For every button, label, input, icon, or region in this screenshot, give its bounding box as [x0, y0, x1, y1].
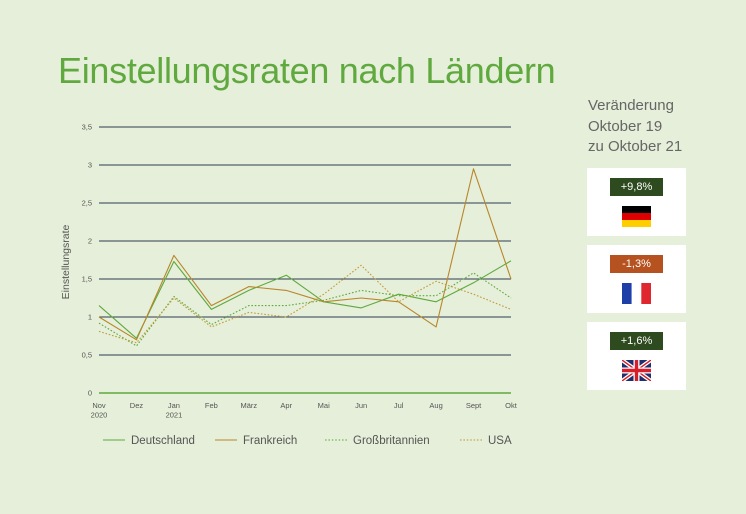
- change-badge: +9,8%: [610, 178, 663, 196]
- legend-label: Frankreich: [243, 435, 297, 447]
- chart-title: Einstellungsraten nach Ländern: [58, 50, 556, 91]
- germany-flag-icon: [622, 206, 651, 227]
- legend: Deutschland Frankreich Großbritannien USA: [103, 435, 512, 447]
- change-card-france: -1,3%: [587, 245, 686, 313]
- x-tick-label: März: [240, 401, 257, 410]
- x-tick-label: Okt: [505, 401, 518, 410]
- uk-flag-icon: [622, 360, 651, 381]
- y-tick-label: 1,5: [82, 275, 92, 284]
- x-tick-label: 2020: [91, 411, 108, 420]
- series-lines: [98, 168, 512, 347]
- change-heading-line: zu Oktober 21: [588, 138, 683, 155]
- x-tick-label: Apr: [280, 401, 292, 410]
- x-tick-label: Jan: [168, 401, 180, 410]
- y-tick-label: 0,5: [82, 351, 92, 360]
- y-tick-label: 2: [88, 237, 92, 246]
- series-line-frankreich: [98, 168, 512, 341]
- x-tick-label: Jun: [355, 401, 367, 410]
- x-tick-label: Nov: [92, 401, 106, 410]
- y-tick-label: 1: [88, 313, 92, 322]
- grid-lines: [99, 126, 511, 394]
- x-tick-label: Jul: [394, 401, 404, 410]
- x-tick-label: Dez: [130, 401, 144, 410]
- change-heading: Veränderung Oktober 19 zu Oktober 21: [588, 96, 708, 158]
- change-badge: -1,3%: [610, 255, 663, 273]
- change-heading-line: Oktober 19: [588, 117, 663, 135]
- y-tick-labels: 0 0,5 1 1,5 2 2,5 3 3,5: [82, 123, 92, 398]
- y-tick-label: 3,5: [82, 123, 92, 132]
- y-tick-label: 2,5: [82, 199, 92, 208]
- legend-label: USA: [488, 435, 512, 447]
- change-card-uk: +1,6%: [587, 322, 686, 390]
- change-heading-line: Veränderung: [588, 97, 674, 114]
- y-tick-label: 0: [88, 389, 92, 398]
- x-tick-label: Mai: [318, 401, 330, 410]
- x-tick-label: 2021: [166, 411, 183, 420]
- france-flag-icon: [622, 283, 651, 304]
- series-line-usa: [98, 264, 512, 344]
- x-tick-label: Sept: [466, 401, 482, 410]
- y-tick-label: 3: [88, 161, 92, 170]
- x-tick-label: Aug: [429, 401, 442, 410]
- change-card-germany: +9,8%: [587, 168, 686, 236]
- legend-label: Deutschland: [131, 435, 195, 447]
- series-line-großbritannien: [98, 272, 512, 347]
- change-badge: +1,6%: [610, 332, 663, 350]
- legend-label: Großbritannien: [353, 435, 430, 447]
- y-axis-label: Einstellungsrate: [60, 224, 72, 299]
- x-tick-label: Feb: [205, 401, 218, 410]
